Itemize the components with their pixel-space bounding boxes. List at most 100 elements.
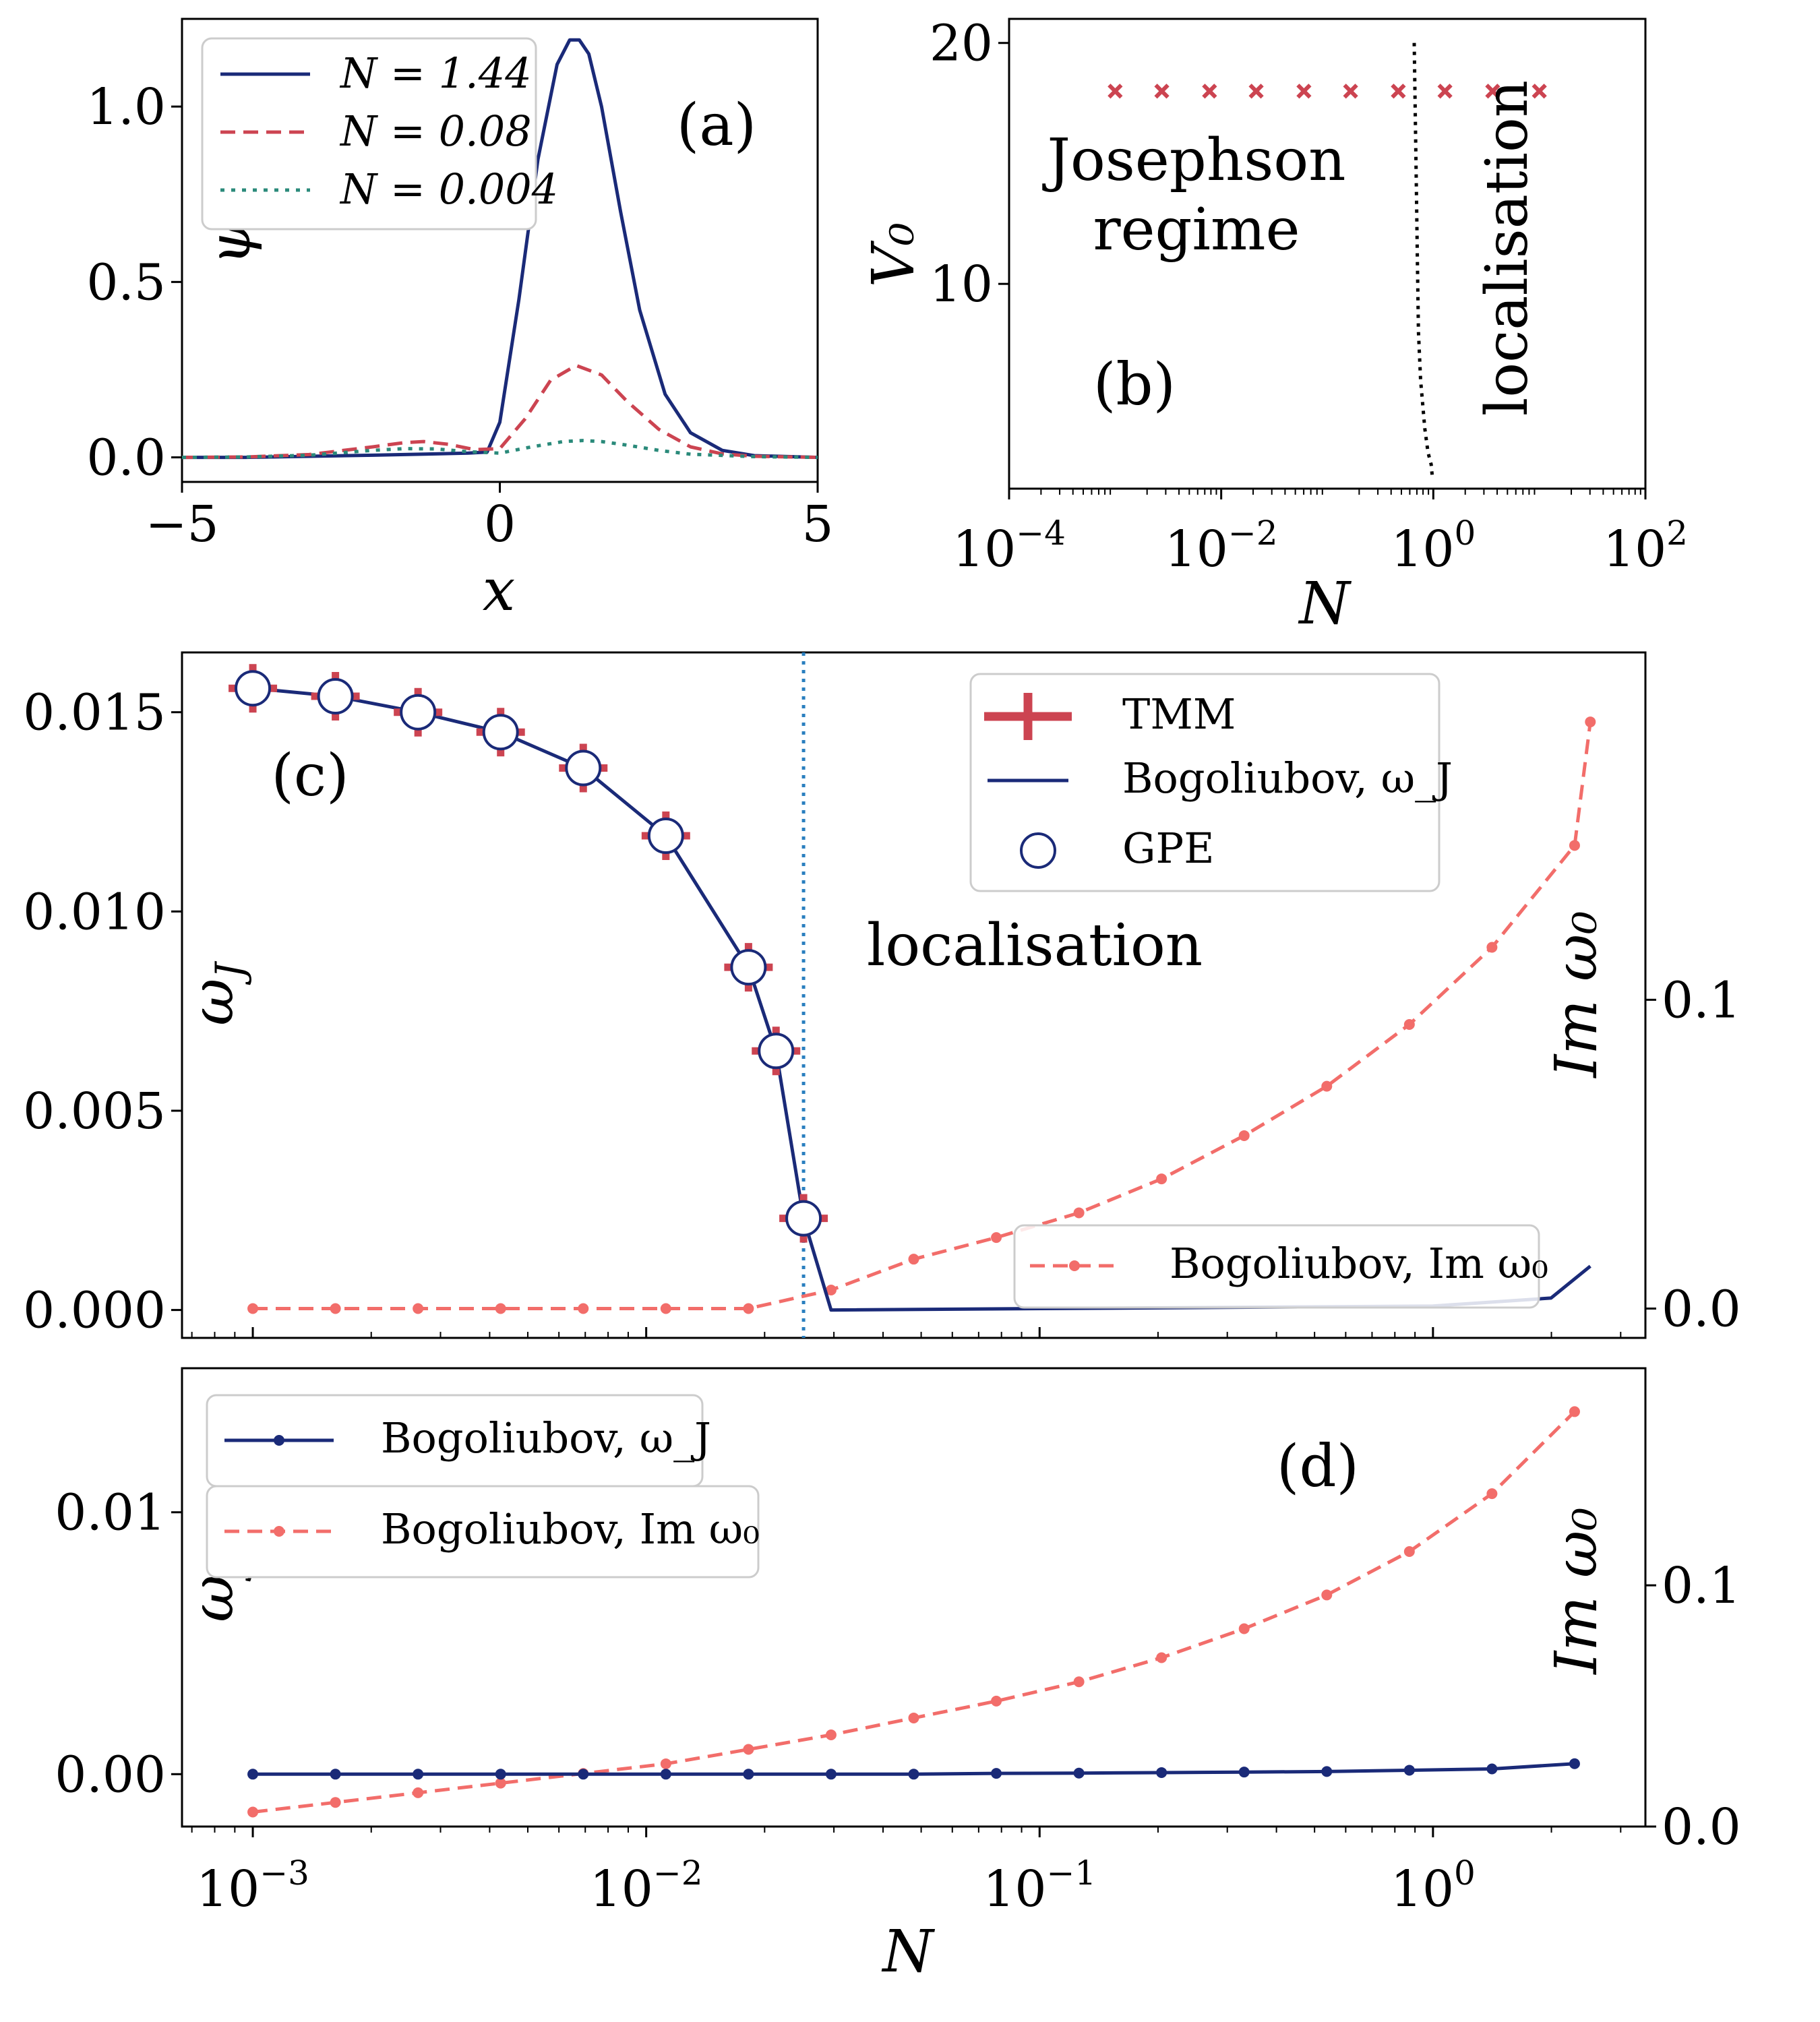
tick-exponent: −3 xyxy=(260,1854,309,1893)
tick-base: 10 xyxy=(1391,1860,1454,1918)
x-tick-label-a: 0 xyxy=(484,495,516,553)
im-omega0-point-d xyxy=(908,1712,919,1723)
annotation-regime: regime xyxy=(1093,196,1300,264)
omegaJ-point-d xyxy=(1321,1766,1333,1777)
y-tick-label-right-c: 0.1 xyxy=(1662,971,1741,1029)
tick-base: 10 xyxy=(590,1860,653,1918)
y-tick-label-right-d: 0.0 xyxy=(1662,1798,1741,1856)
label-main: ω xyxy=(179,979,247,1026)
tick-exponent: −2 xyxy=(653,1854,703,1893)
im-omega0-point-d xyxy=(1321,1589,1333,1601)
label-main: N xyxy=(881,1918,935,1986)
omegaJ-point-d xyxy=(495,1769,506,1780)
y-tick-label-right-c: 0.0 xyxy=(1662,1280,1741,1338)
panel-label-c: (c) xyxy=(271,742,348,809)
legend-label-omegaJ-d: Bogoliubov, ω_J xyxy=(381,1413,711,1463)
data-point-b xyxy=(1296,84,1312,99)
omegaJ-point-d xyxy=(1486,1763,1498,1775)
im-omega0-point-c xyxy=(247,1303,259,1314)
gpe-point-c xyxy=(565,749,602,787)
tick-base: 10 xyxy=(952,520,1016,578)
data-point-b xyxy=(1108,84,1123,99)
legend-label-a: N = 1.44 xyxy=(339,49,532,98)
x-tick-label-d: 10−2 xyxy=(590,1854,703,1918)
x-tick-label-a: −5 xyxy=(145,495,218,553)
legend-label-a: N = 0.08 xyxy=(339,106,532,156)
axes-frame-b xyxy=(1008,18,1647,490)
panel-label-d: (d) xyxy=(1277,1433,1359,1500)
im-omega0-point-c xyxy=(1073,1207,1085,1219)
x-axis-label-d: N xyxy=(881,1918,935,1986)
tick-exponent: −1 xyxy=(1046,1854,1096,1893)
omegaJ-point-d xyxy=(1238,1767,1250,1778)
phase-boundary-b xyxy=(1412,42,1434,477)
panel-a: −5 0 50.00.51.0xψ(a)N = 1.44N = 0.08N = 0.… xyxy=(86,18,834,624)
x-tick-label-d: 10−3 xyxy=(196,1854,309,1918)
y-axis-label-left-c: ωJ xyxy=(179,961,253,1026)
y-tick-label-right-d: 0.1 xyxy=(1662,1557,1741,1615)
data-point-b xyxy=(1391,84,1406,99)
gpe-point-c xyxy=(647,817,684,854)
legend-label-im-d: Bogoliubov, Im ω₀ xyxy=(381,1504,760,1554)
im-omega0-point-d xyxy=(743,1744,754,1755)
series-im-omega0-c xyxy=(253,721,1592,1310)
legend-box-im-d xyxy=(206,1485,760,1579)
tick-base: 10 xyxy=(1391,520,1454,578)
im-omega0-point-d xyxy=(1403,1546,1415,1557)
im-omega0-point-d xyxy=(1569,1406,1580,1417)
y-tick-label-left-d: 0.01 xyxy=(55,1484,166,1542)
x-tick-label-b: 102 xyxy=(1603,514,1688,578)
omegaJ-point-d xyxy=(660,1769,671,1780)
gpe-point-c xyxy=(482,714,519,751)
x-tick-label-d: 100 xyxy=(1391,1854,1476,1918)
im-omega0-point-c xyxy=(330,1303,341,1314)
legend-label-im-c: Bogoliubov, Im ω₀ xyxy=(1170,1239,1548,1288)
legend-box-upper-c xyxy=(969,673,1440,892)
gpe-point-c xyxy=(400,694,437,731)
label-main: ω xyxy=(179,1575,247,1622)
panel-label-a: (a) xyxy=(677,92,756,159)
omegaJ-point-d xyxy=(743,1769,754,1780)
omegaJ-point-d xyxy=(330,1769,341,1780)
legend-box-a xyxy=(201,37,537,231)
legend-label-a: N = 0.004 xyxy=(339,164,558,214)
legend-swatch-gpe xyxy=(1020,832,1056,869)
gpe-point-c xyxy=(758,1033,795,1070)
x-tick-label-b: 10−4 xyxy=(952,514,1066,578)
data-point-b xyxy=(1485,84,1500,99)
im-omega0-point-d xyxy=(1073,1676,1085,1688)
omegaJ-point-d xyxy=(1403,1765,1415,1776)
x-tick-label-b: 100 xyxy=(1391,514,1476,578)
im-omega0-point-d xyxy=(660,1758,671,1769)
data-point-b xyxy=(1531,84,1547,99)
im-omega0-point-c xyxy=(660,1303,671,1314)
legend-label-bogoliubov-c: Bogoliubov, ω_J xyxy=(1122,754,1453,803)
legend-swatch-omegaJ-marker-d xyxy=(274,1435,284,1446)
im-omega0-point-d xyxy=(1156,1652,1167,1663)
annotation-localisation-c: localisation xyxy=(867,912,1203,979)
im-omega0-point-d xyxy=(413,1787,424,1798)
omegaJ-point-d xyxy=(991,1768,1002,1779)
x-axis-label-a: x xyxy=(483,557,516,624)
gpe-point-c xyxy=(730,949,767,986)
im-omega0-point-c xyxy=(1238,1130,1250,1141)
omegaJ-point-d xyxy=(825,1769,837,1780)
tick-base: 10 xyxy=(983,1860,1046,1918)
im-omega0-point-c xyxy=(1585,716,1596,728)
x-tick-label-d: 10−1 xyxy=(983,1854,1096,1918)
im-omega0-point-d xyxy=(1486,1488,1498,1500)
annotation-localisation-b: localisation xyxy=(1474,80,1541,416)
y-tick-label-left-d: 0.00 xyxy=(55,1746,166,1804)
tick-exponent: −2 xyxy=(1228,514,1278,553)
im-omega0-point-c xyxy=(991,1232,1002,1244)
panel-c: 0.000 0.005 0.010 0.015 0.0 0.1 (c) localisatio… xyxy=(23,651,1741,1340)
series-line-a xyxy=(181,363,818,460)
y-tick-label-a: 0.5 xyxy=(86,253,166,311)
tick-exponent: −4 xyxy=(1016,514,1066,553)
y-tick-label-left-c: 0.005 xyxy=(23,1082,166,1140)
y-tick-label-left-c: 0.015 xyxy=(23,684,166,742)
tick-exponent: 0 xyxy=(1455,514,1476,553)
tick-base: 10 xyxy=(1603,520,1666,578)
